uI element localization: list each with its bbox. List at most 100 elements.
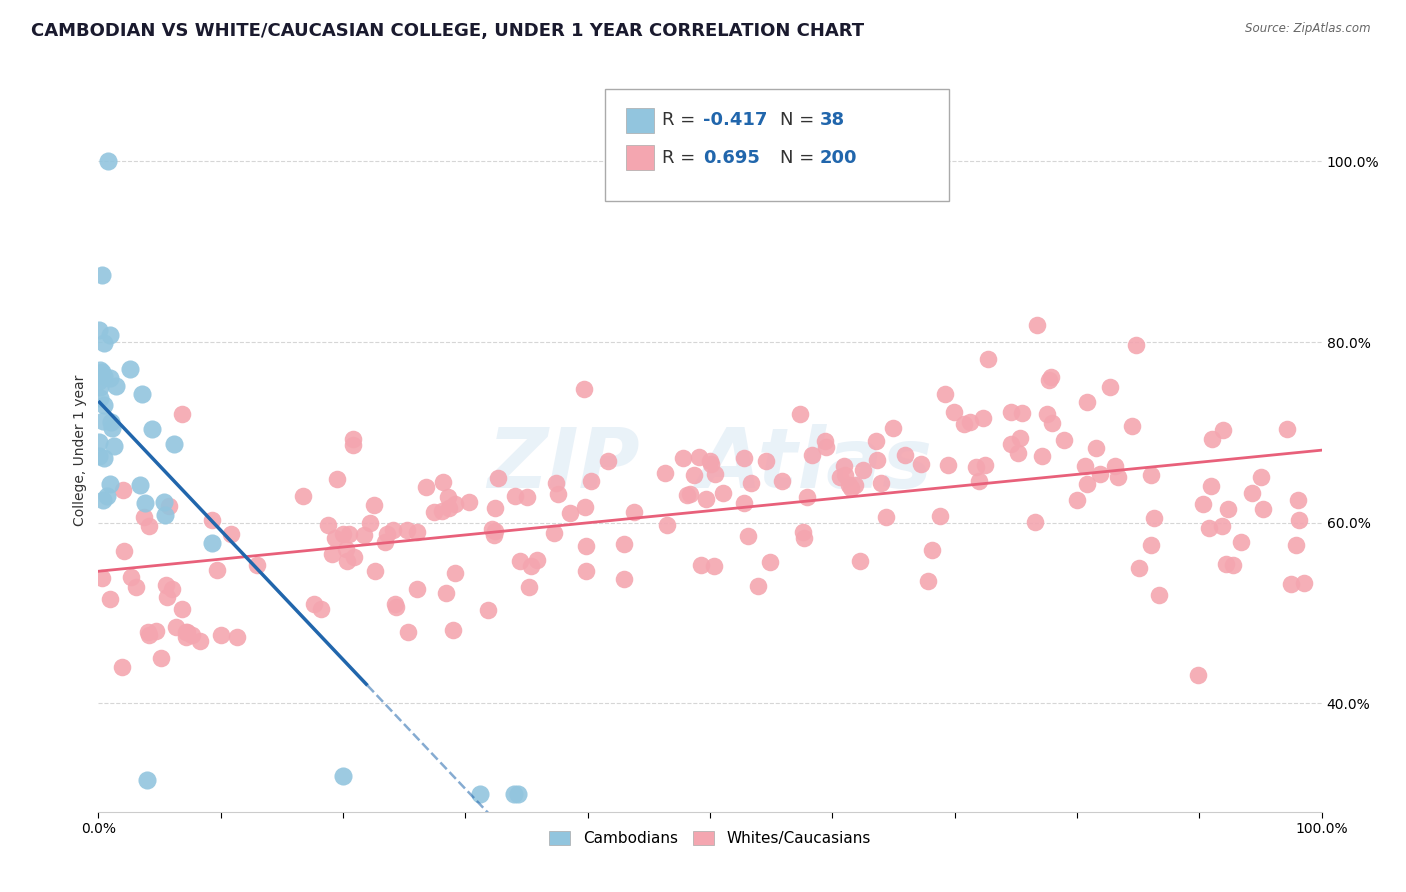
Point [91,493,114,508]
Point [936,458,959,472]
Point [733,450,755,465]
Point [132,510,155,524]
Point [815,440,838,454]
Point [579,474,602,488]
Point [503,787,526,801]
Point [439,500,461,515]
Point [443,566,465,580]
Point [226,630,249,644]
Point [444,497,467,511]
Point [866,453,889,467]
Point [547,487,569,501]
Point [672,450,695,465]
Point [396,624,419,639]
Point [103,439,125,453]
Point [481,523,503,537]
Point [112,483,135,497]
Point [375,526,398,541]
Point [181,628,204,642]
Point [1240,485,1263,500]
Point [544,476,567,491]
Point [1198,521,1220,535]
Point [508,787,530,801]
Point [789,408,811,422]
Point [326,472,349,486]
Point [89,434,111,449]
Point [1140,468,1163,483]
Point [1251,502,1274,516]
Point [1222,558,1244,572]
Point [423,505,446,519]
Point [200,535,222,549]
Point [332,526,354,541]
Point [882,421,904,435]
Point [90,570,112,584]
Point [432,475,454,490]
Point [1088,467,1111,482]
Point [91,414,114,428]
Point [1074,458,1097,473]
Point [120,570,142,584]
Point [830,470,852,484]
Point [141,422,163,436]
Point [98,477,121,491]
Point [623,505,645,519]
Point [91,365,114,379]
Point [101,421,124,435]
Point [516,490,538,504]
Point [246,558,269,572]
Point [1025,318,1047,332]
Point [382,523,405,537]
Point [969,475,991,489]
Point [1000,437,1022,451]
Point [965,459,987,474]
Point [792,524,814,539]
Point [737,529,759,543]
Y-axis label: College, Under 1 year: College, Under 1 year [73,375,87,526]
Point [97,154,120,169]
Point [910,457,932,471]
Point [613,536,636,550]
Point [1011,406,1033,420]
Text: -0.417: -0.417 [703,112,768,129]
Point [484,528,506,542]
Point [1040,370,1063,384]
Point [98,371,121,385]
Point [209,628,232,642]
Point [323,531,346,545]
Point [711,486,734,500]
Text: 200: 200 [820,149,858,167]
Point [131,387,153,401]
Point [136,773,159,788]
Point [353,528,375,542]
Point [1084,442,1107,456]
Point [503,490,526,504]
Point [363,498,385,512]
Point [1201,432,1223,446]
Point [875,509,897,524]
Point [405,525,427,540]
Point [205,563,228,577]
Point [689,558,711,573]
Point [170,602,193,616]
Point [152,495,174,509]
Point [89,363,111,377]
Point [112,544,135,558]
Point [134,495,156,509]
Point [342,433,364,447]
Point [93,451,115,466]
Text: 38: 38 [820,112,845,129]
Point [157,500,180,514]
Point [1192,496,1215,510]
Point [458,495,481,509]
Point [704,467,727,481]
Point [865,434,887,448]
Point [973,458,995,472]
Point [575,539,598,553]
Point [364,565,387,579]
Point [972,411,994,425]
Point [558,506,581,520]
Point [150,651,173,665]
Point [654,467,676,481]
Point [188,634,211,648]
